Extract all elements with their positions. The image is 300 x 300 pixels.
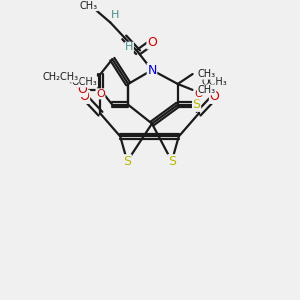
Text: OCH₃: OCH₃ — [72, 77, 98, 87]
Text: OCH₃: OCH₃ — [202, 77, 227, 87]
Text: H: H — [125, 42, 134, 52]
Text: CH₃: CH₃ — [80, 1, 98, 11]
Text: O: O — [147, 36, 157, 49]
Text: O: O — [209, 90, 219, 103]
Text: O: O — [194, 89, 203, 99]
Text: S: S — [168, 155, 176, 168]
Text: CH₃: CH₃ — [197, 69, 216, 79]
Text: CH₂CH₃: CH₂CH₃ — [43, 72, 79, 82]
Text: O: O — [96, 89, 105, 99]
Text: O: O — [78, 83, 88, 96]
Text: CH₃: CH₃ — [197, 85, 216, 95]
Text: N: N — [147, 64, 157, 76]
Text: S: S — [123, 155, 131, 168]
Text: O: O — [80, 90, 89, 103]
Text: H: H — [111, 10, 119, 20]
Text: S: S — [193, 98, 201, 111]
